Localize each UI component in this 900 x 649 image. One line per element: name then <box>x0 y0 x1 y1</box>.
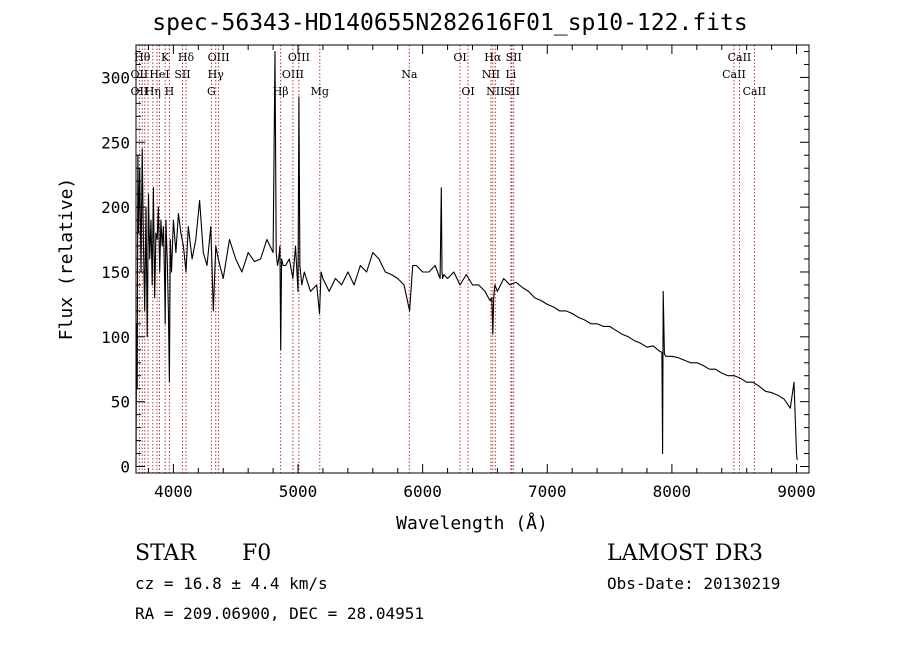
x-axis-label: Wavelength (Å) <box>396 512 548 534</box>
spectral-line-label: SII <box>504 85 520 98</box>
survey-name: LAMOST DR3 <box>607 541 763 566</box>
spectral-line-label: Hθ <box>134 51 151 64</box>
y-tick-label: 300 <box>101 68 130 87</box>
spectral-line-label: OIII <box>282 68 304 81</box>
y-tick-label: 250 <box>101 133 130 152</box>
x-tick-label: 6000 <box>403 482 442 501</box>
x-tick-label: 8000 <box>653 482 692 501</box>
x-tick-label: 7000 <box>528 482 567 501</box>
y-tick-label: 50 <box>111 393 130 412</box>
x-tick-label: 5000 <box>279 482 318 501</box>
plot-frame <box>135 44 810 474</box>
y-axis-ticks: 0 50 100 150 200 250 300 <box>101 50 809 477</box>
spectral-line-label: OII <box>131 85 149 98</box>
y-tick-label: 100 <box>101 328 130 347</box>
spectral-line-label: OII <box>131 68 149 81</box>
x-tick-label: 9000 <box>777 482 816 501</box>
spectral-line-label: CaII <box>728 51 752 64</box>
spectral-line-label: Hγ <box>208 68 225 81</box>
spectral-line-label: OI <box>461 85 474 98</box>
spectral-line-label: CaII <box>722 68 746 81</box>
spectral-line-label: SII <box>506 51 522 64</box>
spectral-line-label: NII <box>486 85 504 98</box>
spectral-line-label: H <box>165 85 175 98</box>
spectral-line-label: Li <box>505 68 516 81</box>
spectral-line-label: NII <box>482 68 500 81</box>
x-axis-ticks: 4000 5000 6000 7000 8000 9000 <box>147 45 816 501</box>
object-type: STAR <box>135 541 196 566</box>
spectral-line-labels: Hθ K Hδ OIII OIII OI Hα SII CaII OII HeI SII Hγ OIII N… <box>131 51 767 98</box>
flux-series-line <box>135 50 798 467</box>
redshift-value: cz = 16.8 ± 4.4 km/s <box>135 574 328 593</box>
y-axis-label: Flux (relative) <box>56 178 77 341</box>
spectral-line-label: Na <box>401 68 418 81</box>
spectral-line-label: OIII <box>288 51 310 64</box>
y-tick-label: 0 <box>120 458 130 477</box>
observation-date: Obs-Date: 20130219 <box>607 574 781 593</box>
spectral-line-label: Hα <box>484 51 502 64</box>
coordinates: RA = 209.06900, DEC = 28.04951 <box>135 604 424 623</box>
spectral-line-label: Hη <box>145 85 161 98</box>
spectral-line-label: OI <box>453 51 466 64</box>
spectral-line-label: Hδ <box>178 51 195 64</box>
object-subclass: F0 <box>242 541 272 566</box>
y-tick-label: 200 <box>101 198 130 217</box>
x-tick-label: 4000 <box>154 482 193 501</box>
spectral-line-label: HeI <box>149 68 169 81</box>
y-tick-label: 150 <box>101 263 130 282</box>
spectral-line-label: SII <box>174 68 190 81</box>
chart-title: spec-56343-HD140655N282616F01_sp10-122.f… <box>152 10 748 36</box>
spectral-line-label: OIII <box>208 51 230 64</box>
spectral-line-label: Mg <box>311 85 329 98</box>
spectral-line-label: K <box>161 51 170 64</box>
spectral-line-label: CaII <box>743 85 767 98</box>
spectral-line-label: Hβ <box>273 85 289 98</box>
spectral-line-label: G <box>207 85 216 98</box>
